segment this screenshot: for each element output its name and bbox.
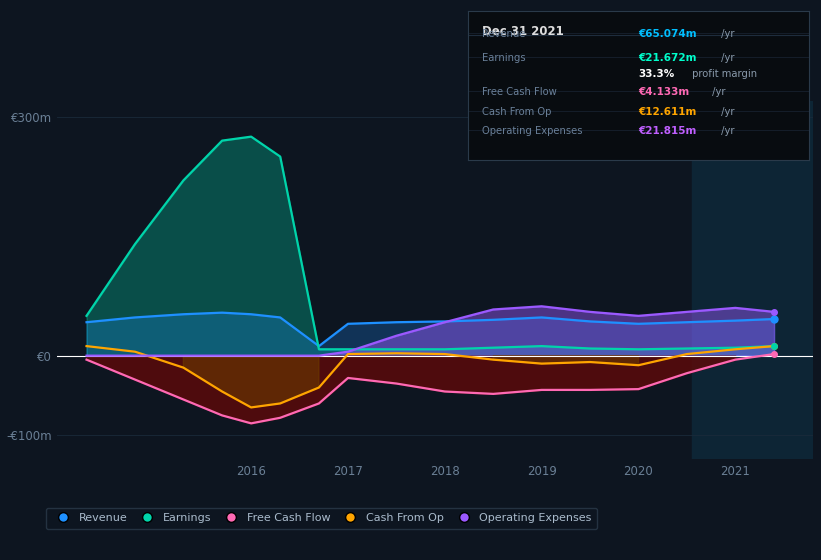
Text: €4.133m: €4.133m (639, 87, 690, 97)
Text: €65.074m: €65.074m (639, 29, 697, 39)
Text: /yr: /yr (718, 29, 735, 39)
Bar (692, 101, 821, 459)
Legend: Revenue, Earnings, Free Cash Flow, Cash From Op, Operating Expenses: Revenue, Earnings, Free Cash Flow, Cash … (46, 508, 598, 529)
Text: €12.611m: €12.611m (639, 106, 697, 116)
Text: €21.815m: €21.815m (639, 126, 697, 136)
Text: /yr: /yr (718, 106, 735, 116)
Text: Earnings: Earnings (482, 53, 525, 63)
Text: Operating Expenses: Operating Expenses (482, 126, 582, 136)
Text: Cash From Op: Cash From Op (482, 106, 551, 116)
Text: Free Cash Flow: Free Cash Flow (482, 87, 557, 97)
Text: profit margin: profit margin (690, 69, 758, 80)
Text: Revenue: Revenue (482, 29, 525, 39)
Text: /yr: /yr (718, 126, 735, 136)
Text: 33.3%: 33.3% (639, 69, 675, 80)
Text: €21.672m: €21.672m (639, 53, 697, 63)
Text: /yr: /yr (709, 87, 725, 97)
Text: Dec 31 2021: Dec 31 2021 (482, 25, 563, 38)
Text: /yr: /yr (718, 53, 735, 63)
